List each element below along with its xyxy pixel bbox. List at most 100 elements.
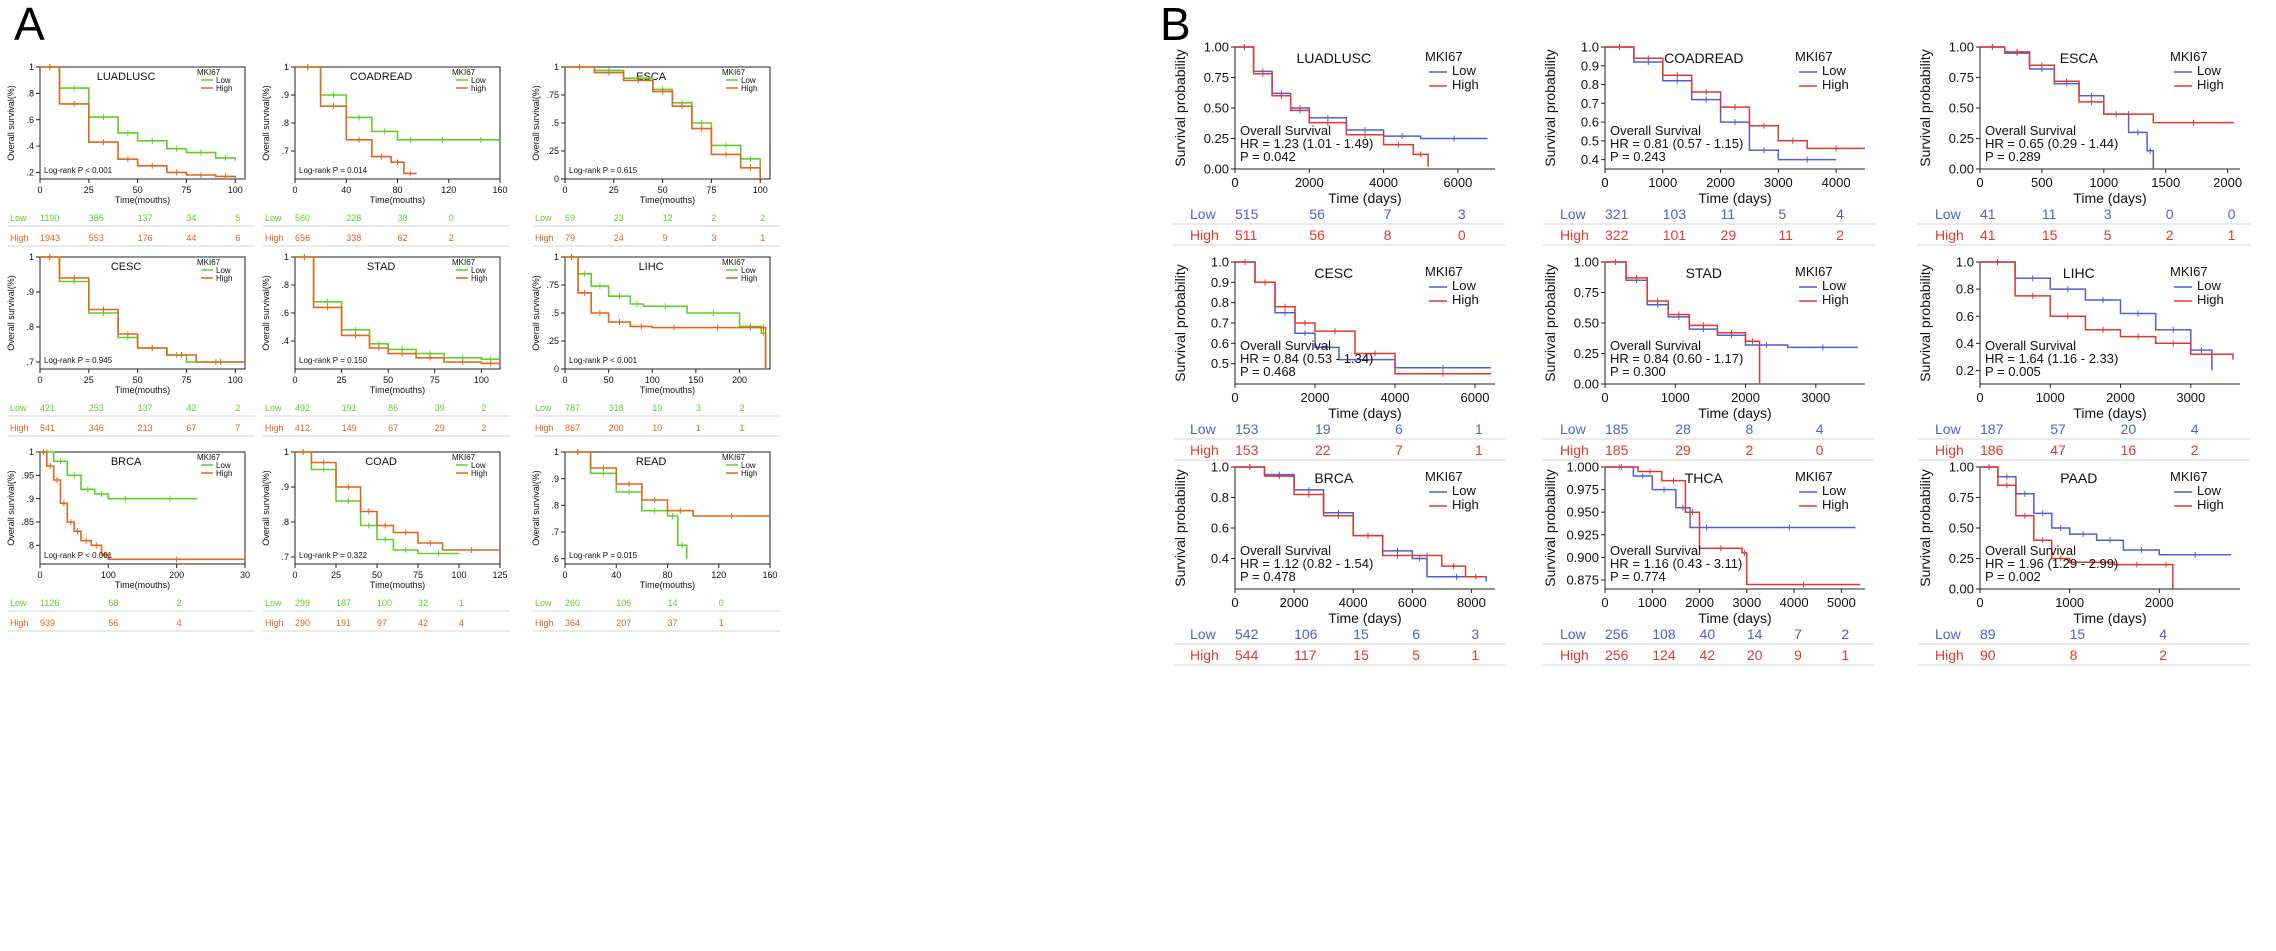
risk-count: 47 — [2050, 442, 2066, 458]
risk-row-label: High — [535, 618, 554, 628]
risk-row-label: Low — [10, 213, 27, 223]
series-line-high — [40, 451, 245, 561]
panel-label-b: B — [1160, 0, 1191, 50]
plot-title: THCA — [1685, 470, 1724, 486]
risk-count: 6 — [1412, 626, 1420, 642]
y-tick-label: .7 — [551, 527, 559, 537]
risk-count: 191 — [342, 403, 357, 413]
legend-label: Low — [471, 266, 486, 275]
x-tick-label: 3000 — [1801, 390, 1830, 405]
risk-count: 68 — [108, 598, 118, 608]
risk-count: 19 — [652, 403, 662, 413]
legend-title: MKI67 — [722, 453, 746, 462]
legend-label: Low — [741, 76, 756, 85]
x-tick-label: 5000 — [1827, 595, 1856, 610]
risk-row-label: Low — [1935, 421, 1962, 437]
series-line-high — [1235, 46, 1429, 167]
risk-count: 15 — [2042, 227, 2058, 243]
risk-count: 2 — [1746, 442, 1754, 458]
y-tick-label: .8 — [26, 322, 34, 332]
risk-count: 299 — [295, 598, 310, 608]
risk-count: 256 — [1605, 626, 1629, 642]
x-tick-label: 1000 — [1648, 175, 1677, 190]
risk-count: 0 — [2166, 206, 2174, 222]
hr-stats-line: P = 0.468 — [1240, 364, 1296, 379]
y-tick-label: .5 — [551, 308, 559, 318]
hr-stats-line: HR = 1.96 (1.29 - 2.99) — [1985, 556, 2118, 571]
risk-row-label: Low — [535, 598, 552, 608]
legend-label: Low — [216, 76, 231, 85]
legend-label: High — [471, 469, 487, 478]
risk-row-label: High — [535, 423, 554, 433]
x-tick-label: 2000 — [2145, 595, 2174, 610]
y-tick-label: .2 — [26, 168, 34, 178]
x-tick-label: 0 — [562, 570, 567, 580]
legend-label: High — [2197, 77, 2224, 92]
risk-count: 137 — [138, 403, 153, 413]
risk-count: 14 — [1747, 626, 1763, 642]
hr-stats-line: Overall Survival — [1610, 123, 1701, 138]
y-axis-label: Overall survival(%) — [6, 275, 16, 351]
risk-count: 89 — [1980, 626, 1996, 642]
plot-title: BRCA — [1314, 470, 1354, 486]
y-tick-label: 0.50 — [1574, 316, 1599, 331]
legend-title: MKI67 — [452, 258, 476, 267]
risk-count: 553 — [89, 233, 104, 243]
log-rank-text: Log-rank P = 0.945 — [44, 356, 113, 365]
risk-row-label: Low — [1190, 421, 1217, 437]
plot-frame — [39, 256, 246, 370]
hr-stats-line: P = 0.289 — [1985, 149, 2041, 164]
y-tick-label: 0.25 — [1949, 131, 1974, 146]
x-axis-label: Time(mouths) — [370, 385, 425, 395]
y-tick-label: 0.9 — [1581, 58, 1599, 73]
log-rank-text: Log-rank P = 0.150 — [299, 356, 368, 365]
y-tick-label: 0.7 — [1581, 96, 1599, 111]
km-plot-b-coadread: 0.4 0.5 0.6 0.7 0.8 0.9 1.0 0 1000 2000 3000 4000 Ti… — [1542, 40, 1875, 246]
legend-title: MKI67 — [197, 68, 221, 77]
hr-stats-line: HR = 1.23 (1.01 - 1.49) — [1240, 136, 1373, 151]
hr-stats-line: P = 0.300 — [1610, 364, 1666, 379]
y-tick-label: .85 — [21, 517, 34, 527]
y-tick-label: .6 — [551, 554, 559, 564]
risk-count: 3 — [711, 233, 716, 243]
log-rank-text: Log-rank P < 0.001 — [44, 166, 113, 175]
panel-label-a: A — [14, 0, 45, 50]
risk-count: 38 — [398, 213, 408, 223]
y-tick-label: 0.25 — [1204, 131, 1229, 146]
risk-count: 15 — [1353, 647, 1369, 663]
plot-title: STAD — [1686, 265, 1722, 281]
legend-title: MKI67 — [2170, 49, 2208, 64]
series-line-low — [1605, 466, 1856, 529]
y-tick-label: 0.4 — [1581, 152, 1599, 167]
risk-count: 5 — [1778, 206, 1786, 222]
series-line-low — [40, 256, 245, 363]
y-tick-label: 1 — [554, 447, 559, 457]
x-axis-label: Time(mouths) — [115, 580, 170, 590]
y-tick-label: 1.0 — [1211, 255, 1229, 270]
risk-row-label: Low — [1190, 206, 1217, 222]
y-axis-label: Overall survival(%) — [6, 470, 16, 546]
y-tick-label: .8 — [281, 280, 289, 290]
plot-title: STAD — [367, 261, 396, 273]
risk-count: 20 — [2121, 421, 2137, 437]
risk-row-label: Low — [265, 598, 282, 608]
risk-row-label: Low — [1935, 206, 1962, 222]
x-axis-label: Time (days) — [2073, 190, 2146, 206]
y-tick-label: 0.50 — [1949, 101, 1974, 116]
hr-stats-line: HR = 0.65 (0.29 - 1.44) — [1985, 136, 2118, 151]
legend-title: MKI67 — [1795, 264, 1833, 279]
y-tick-label: 0.875 — [1566, 573, 1599, 588]
risk-count: 1 — [1841, 647, 1849, 663]
x-axis-label: Time (days) — [1698, 610, 1771, 626]
risk-count: 12 — [663, 213, 673, 223]
x-tick-label: 80 — [662, 570, 672, 580]
legend-label: High — [216, 469, 232, 478]
y-tick-label: 0.00 — [1204, 162, 1229, 177]
y-tick-label: 0.5 — [1581, 133, 1599, 148]
risk-count: 42 — [186, 403, 196, 413]
risk-count: 1 — [696, 423, 701, 433]
y-tick-label: .25 — [546, 146, 559, 156]
x-tick-label: 100 — [101, 570, 116, 580]
risk-count: 1 — [1471, 647, 1479, 663]
risk-count: 4 — [177, 618, 182, 628]
